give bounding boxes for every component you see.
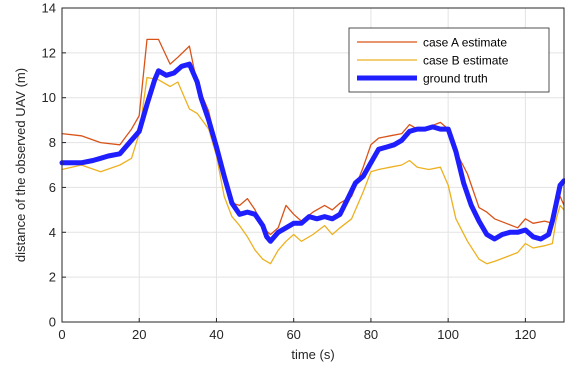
y-tick-label: 10 bbox=[42, 90, 56, 105]
x-tick-label: 60 bbox=[286, 327, 300, 342]
series-line-ground-truth bbox=[59, 61, 565, 244]
x-tick-label: 100 bbox=[437, 327, 459, 342]
series-line-case-b-estimate bbox=[61, 76, 565, 265]
legend: case A estimate case B estimate ground t… bbox=[348, 27, 550, 93]
legend-label-case-b: case B estimate bbox=[423, 54, 509, 68]
x-axis-label: time (s) bbox=[291, 347, 334, 362]
series-layer bbox=[59, 38, 565, 265]
y-axis-label: distance of the observed UAV (m) bbox=[13, 68, 28, 262]
y-tick-label: 2 bbox=[49, 270, 56, 285]
y-tick-label: 6 bbox=[49, 180, 56, 195]
x-tick-label: 120 bbox=[515, 327, 537, 342]
legend-label-case-a: case A estimate bbox=[423, 36, 507, 50]
y-tick-label: 8 bbox=[49, 135, 56, 150]
series-line-case-a-estimate bbox=[61, 38, 565, 236]
y-tick-label: 12 bbox=[42, 45, 56, 60]
y-tick-label: 4 bbox=[49, 225, 56, 240]
ticks: 0 20 40 60 80 100 120 0 2 4 6 8 10 12 14 bbox=[42, 1, 537, 343]
plot-frame bbox=[61, 7, 565, 323]
legend-label-ground-truth: ground truth bbox=[423, 72, 488, 86]
x-tick-label: 80 bbox=[364, 327, 378, 342]
x-tick-label: 40 bbox=[209, 327, 223, 342]
x-tick-label: 0 bbox=[58, 327, 65, 342]
y-tick-label: 0 bbox=[49, 315, 56, 330]
y-tick-label: 14 bbox=[42, 1, 56, 16]
x-tick-label: 20 bbox=[132, 327, 146, 342]
